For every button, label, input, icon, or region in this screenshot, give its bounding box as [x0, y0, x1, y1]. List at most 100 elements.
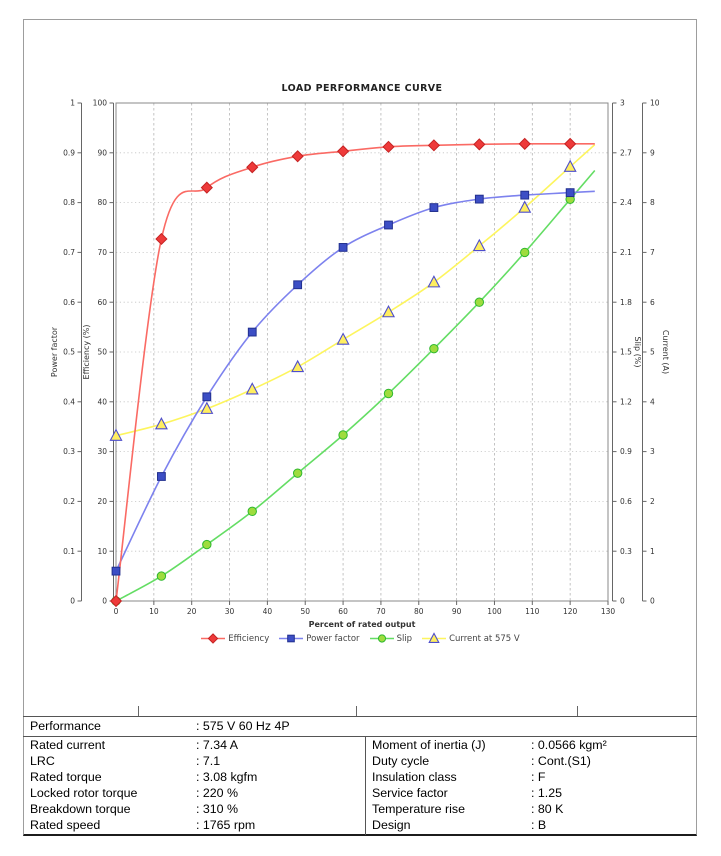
spec-table-left: Rated current: 7.34 A LRC : 7.1 Rated torqu… [30, 738, 360, 833]
svg-text:0.6: 0.6 [63, 298, 75, 307]
spec-label: Insulation class [372, 769, 457, 784]
spec-value: : 220 % [196, 785, 239, 800]
spec-value: : 1765 rpm [196, 817, 256, 832]
svg-text:0.1: 0.1 [63, 547, 75, 556]
svg-text:1.2: 1.2 [620, 397, 632, 406]
table-row: LRC : 7.1 [30, 754, 360, 770]
svg-text:8: 8 [650, 198, 655, 207]
table-row: Service factor: 1.25 [372, 786, 690, 802]
series-markers-efficiency [109, 137, 577, 608]
spec-value: : 7.34 A [196, 738, 239, 752]
spec-value: : 0.0566 kgm² [531, 738, 607, 752]
axis-efficiency: 0 10 20 30 40 50 60 70 80 90 100 Efficiency (%) [82, 99, 114, 606]
svg-text:6: 6 [650, 298, 655, 307]
svg-text:0: 0 [650, 597, 655, 606]
table-row: Rated speed : 1765 rpm [30, 818, 360, 834]
spec-label: Service factor [372, 785, 448, 800]
spec-label: Rated torque [30, 769, 102, 784]
svg-text:Efficiency (%): Efficiency (%) [82, 325, 91, 380]
svg-text:100: 100 [487, 607, 502, 616]
svg-text:0.2: 0.2 [63, 497, 75, 506]
svg-text:1.8: 1.8 [620, 298, 632, 307]
svg-text:0.3: 0.3 [620, 547, 632, 556]
table-grid-tick [138, 706, 139, 716]
spec-label: Design [372, 817, 411, 832]
table-column-divider [365, 736, 366, 835]
svg-text:0: 0 [620, 597, 625, 606]
axis-slip: 0 0.3 0.6 0.9 1.2 1.5 1.8 2.1 2.4 2.7 3 Slip (%) [612, 99, 642, 606]
spec-value: : Cont.(S1) [531, 753, 591, 768]
series-markers-current-at-575-v [109, 159, 577, 441]
spec-label: Rated speed [30, 817, 101, 832]
spec-table-right: Moment of inertia (J) : 0.0566 kgm² Duty c… [372, 738, 690, 833]
table-row: Insulation class : F [372, 770, 690, 786]
spec-value: : 3.08 kgfm [196, 769, 258, 784]
svg-text:Slip (%): Slip (%) [633, 337, 642, 368]
legend-item-slip: Slip [369, 632, 412, 645]
svg-text:50: 50 [97, 348, 107, 357]
table-row: Rated current: 7.34 A [30, 738, 360, 754]
svg-text:30: 30 [97, 447, 107, 456]
svg-text:40: 40 [97, 397, 107, 406]
legend-item-power-factor: Power factor [278, 632, 360, 645]
spec-value: : 575 V 60 Hz 4P [196, 719, 290, 733]
svg-text:80: 80 [97, 198, 107, 207]
svg-text:110: 110 [525, 607, 540, 616]
svg-text:130: 130 [601, 607, 616, 616]
legend-marker-diamond-icon [201, 633, 226, 644]
load-performance-chart: 0 0.1 0.2 0.3 0.4 0.5 0.6 0.7 0.8 0.9 1 Power facto… [50, 83, 670, 629]
axis-power_factor: 0 0.1 0.2 0.3 0.4 0.5 0.6 0.7 0.8 0.9 1 Power facto… [50, 99, 82, 606]
svg-text:2.7: 2.7 [620, 148, 632, 157]
svg-text:10: 10 [149, 607, 159, 616]
series-line-current-at-575-v [116, 145, 595, 436]
svg-text:30: 30 [225, 607, 235, 616]
svg-text:50: 50 [300, 607, 310, 616]
svg-text:9: 9 [650, 148, 655, 157]
table-row: Moment of inertia (J) : 0.0566 kgm² [372, 738, 690, 754]
series-line-slip [116, 171, 595, 602]
table-grid-tick [577, 706, 578, 716]
spec-value: : F [531, 769, 546, 784]
legend-marker-triangle-icon [422, 632, 447, 643]
svg-text:70: 70 [97, 248, 107, 257]
svg-text:1: 1 [650, 547, 655, 556]
svg-text:1: 1 [70, 99, 75, 108]
svg-text:3: 3 [650, 447, 655, 456]
svg-text:0.9: 0.9 [620, 447, 632, 456]
legend-label: Efficiency [228, 633, 270, 644]
spec-value: : B [531, 817, 547, 832]
svg-text:10: 10 [650, 99, 660, 108]
svg-text:0.5: 0.5 [63, 348, 75, 357]
legend-marker-square-icon [279, 634, 304, 643]
table-row: Rated torque : 3.08 kgfm [30, 770, 360, 786]
svg-text:60: 60 [338, 607, 348, 616]
spec-value: : 7.1 [196, 753, 221, 768]
chart-title: LOAD PERFORMANCE CURVE [282, 83, 443, 94]
svg-text:0.4: 0.4 [63, 397, 75, 406]
spec-label: Duty cycle [372, 753, 430, 768]
series-markers-slip [111, 194, 575, 606]
series-markers-power-factor [111, 188, 575, 576]
svg-text:1.5: 1.5 [620, 348, 632, 357]
legend-item-current-at-575-v: Current at 575 V [421, 632, 520, 645]
table-row: Duty cycle : Cont.(S1) [372, 754, 690, 770]
legend-item-efficiency: Efficiency [200, 632, 269, 645]
spec-label: Breakdown torque [30, 801, 131, 816]
chart-legend: Efficiency Power factor Slip Current at 575… [23, 632, 697, 645]
svg-text:120: 120 [563, 607, 578, 616]
svg-text:4: 4 [650, 397, 655, 406]
table-header-border [23, 736, 697, 737]
svg-text:5: 5 [650, 348, 655, 357]
performance-row: Performance : 575 V 60 Hz 4P [30, 719, 670, 735]
svg-text:10: 10 [97, 547, 107, 556]
legend-label: Power factor [306, 633, 360, 644]
svg-text:0.7: 0.7 [63, 248, 75, 257]
spec-label: Moment of inertia (J) [372, 738, 486, 752]
legend-marker-circle-icon [369, 634, 394, 643]
spec-label: LRC [30, 753, 55, 768]
table-row: Locked rotor torque: 220 % [30, 786, 360, 802]
svg-text:0.9: 0.9 [63, 148, 75, 157]
svg-text:2.4: 2.4 [620, 198, 632, 207]
svg-text:Power factor: Power factor [50, 326, 59, 377]
